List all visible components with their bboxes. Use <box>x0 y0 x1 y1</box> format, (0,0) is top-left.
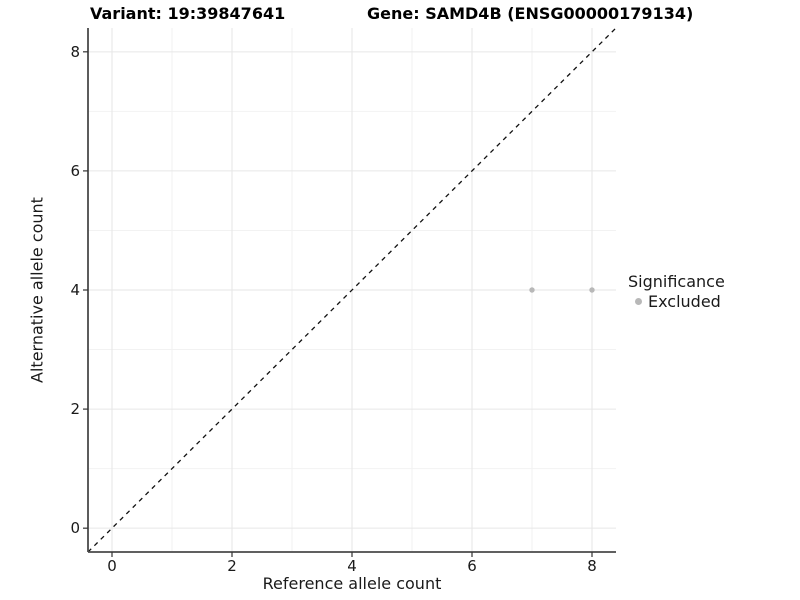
legend: Significance Excluded <box>628 272 725 311</box>
y-tick-label: 4 <box>70 281 80 299</box>
y-tick-label: 6 <box>70 162 80 180</box>
x-tick-label: 0 <box>107 557 117 575</box>
x-tick-label: 4 <box>347 557 357 575</box>
data-point <box>589 287 595 293</box>
identity-dashed-line <box>87 27 617 553</box>
legend-item-excluded: Excluded <box>628 292 725 311</box>
data-point <box>529 287 535 293</box>
gene-title: Gene: SAMD4B (ENSG00000179134) <box>367 4 694 23</box>
y-tick-label: 2 <box>70 400 80 418</box>
legend-item-label: Excluded <box>648 292 721 311</box>
variant-title: Variant: 19:39847641 <box>90 4 286 23</box>
x-tick-label: 8 <box>587 557 597 575</box>
x-tick-label: 6 <box>467 557 477 575</box>
y-tick-label: 0 <box>70 519 80 537</box>
x-axis-title: Reference allele count <box>262 574 442 593</box>
excluded-point-swatch <box>635 298 642 305</box>
legend-title: Significance <box>628 272 725 291</box>
x-tick-label: 2 <box>227 557 237 575</box>
y-tick-label: 8 <box>70 43 80 61</box>
y-axis-title: Alternative allele count <box>27 197 47 383</box>
